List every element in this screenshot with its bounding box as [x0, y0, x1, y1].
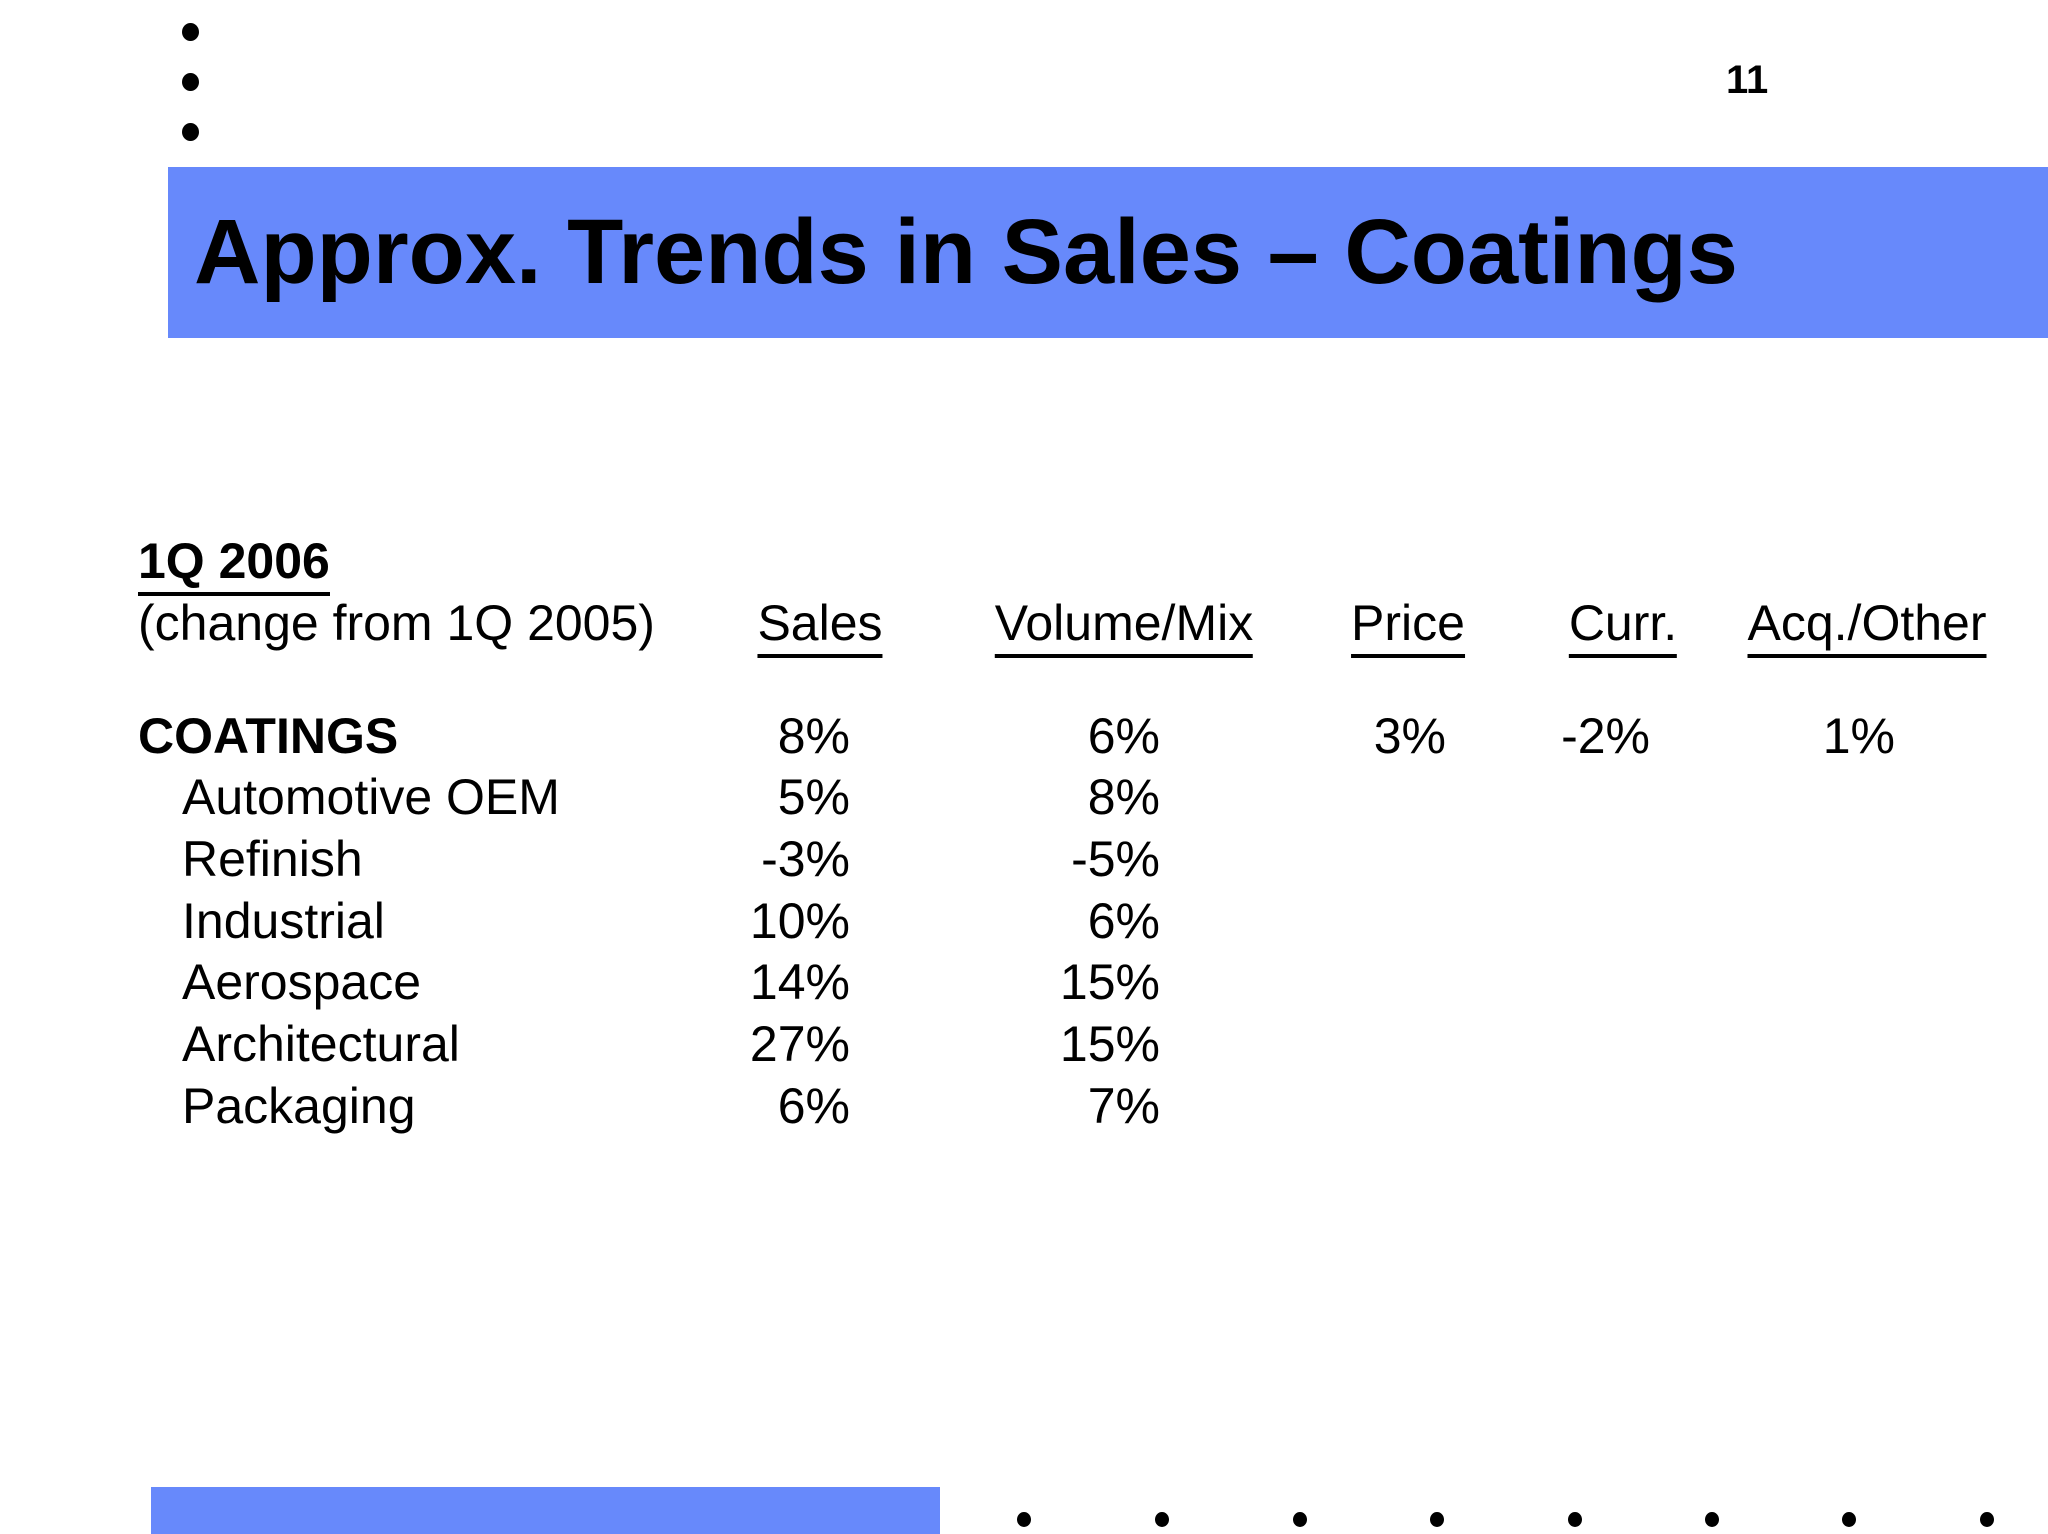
table-row: Industrial 10% 6% [0, 890, 2048, 952]
row-label: COATINGS [138, 708, 399, 764]
bottom-bar-decoration [151, 1487, 940, 1534]
price-value: 3% [1373, 708, 1446, 764]
row-label: Aerospace [182, 954, 422, 1010]
column-header-price: Price [1351, 592, 1465, 658]
table-row: Automotive OEM 5% 8% [0, 766, 2048, 828]
table-row: Architectural 27% 15% [0, 1013, 2048, 1075]
sales-value: 6% [777, 1078, 850, 1134]
column-header-volume-mix: Volume/Mix [994, 592, 1254, 658]
sales-value: 27% [749, 1016, 850, 1072]
volume-mix-value: -5% [1071, 831, 1160, 887]
table-row: COATINGS 8% 6% 3% -2% 1% [0, 705, 2048, 767]
bullet-dot [1293, 1512, 1307, 1527]
table-header-row: (change from 1Q 2005) Sales Volume/Mix P… [0, 592, 2048, 658]
volume-mix-value: 8% [1087, 769, 1160, 825]
sales-value: 5% [777, 769, 850, 825]
period-note: (change from 1Q 2005) [138, 595, 655, 651]
row-label: Packaging [182, 1078, 416, 1134]
row-label: Industrial [182, 893, 385, 949]
period-row: 1Q 2006 [0, 530, 2048, 596]
bullet-dot [182, 23, 199, 41]
row-label: Automotive OEM [182, 769, 560, 825]
volume-mix-value: 6% [1087, 893, 1160, 949]
bullet-dot [1705, 1512, 1719, 1527]
row-label: Architectural [182, 1016, 460, 1072]
table-row: Refinish -3% -5% [0, 828, 2048, 890]
bullet-dot [1842, 1512, 1856, 1527]
bullet-dot [1017, 1512, 1031, 1527]
bullet-dot [182, 73, 199, 91]
period-label: 1Q 2006 [138, 530, 330, 596]
table-row: Packaging 6% 7% [0, 1075, 2048, 1137]
column-header-sales: Sales [757, 592, 883, 658]
curr-value: -2% [1561, 708, 1650, 764]
bullet-dot [1430, 1512, 1444, 1527]
bullet-dot [1155, 1512, 1169, 1527]
column-header-curr: Curr. [1568, 592, 1678, 658]
sales-value: 10% [749, 893, 850, 949]
sales-value: 8% [777, 708, 850, 764]
volume-mix-value: 6% [1087, 708, 1160, 764]
column-header-acq-other: Acq./Other [1747, 592, 1987, 658]
bullet-dot [1980, 1512, 1994, 1527]
volume-mix-value: 7% [1087, 1078, 1160, 1134]
title-banner: Approx. Trends in Sales – Coatings [168, 167, 2048, 338]
volume-mix-value: 15% [1059, 954, 1160, 1010]
row-label: Refinish [182, 831, 363, 887]
slide-title: Approx. Trends in Sales – Coatings [194, 201, 1738, 303]
volume-mix-value: 15% [1059, 1016, 1160, 1072]
sales-value: -3% [761, 831, 850, 887]
bullet-dot [182, 123, 199, 141]
bullet-dot [1568, 1512, 1582, 1527]
sales-value: 14% [749, 954, 850, 1010]
page-number: 11 [1726, 58, 1769, 102]
table-row: Aerospace 14% 15% [0, 951, 2048, 1013]
acq-other-value: 1% [1822, 708, 1895, 764]
